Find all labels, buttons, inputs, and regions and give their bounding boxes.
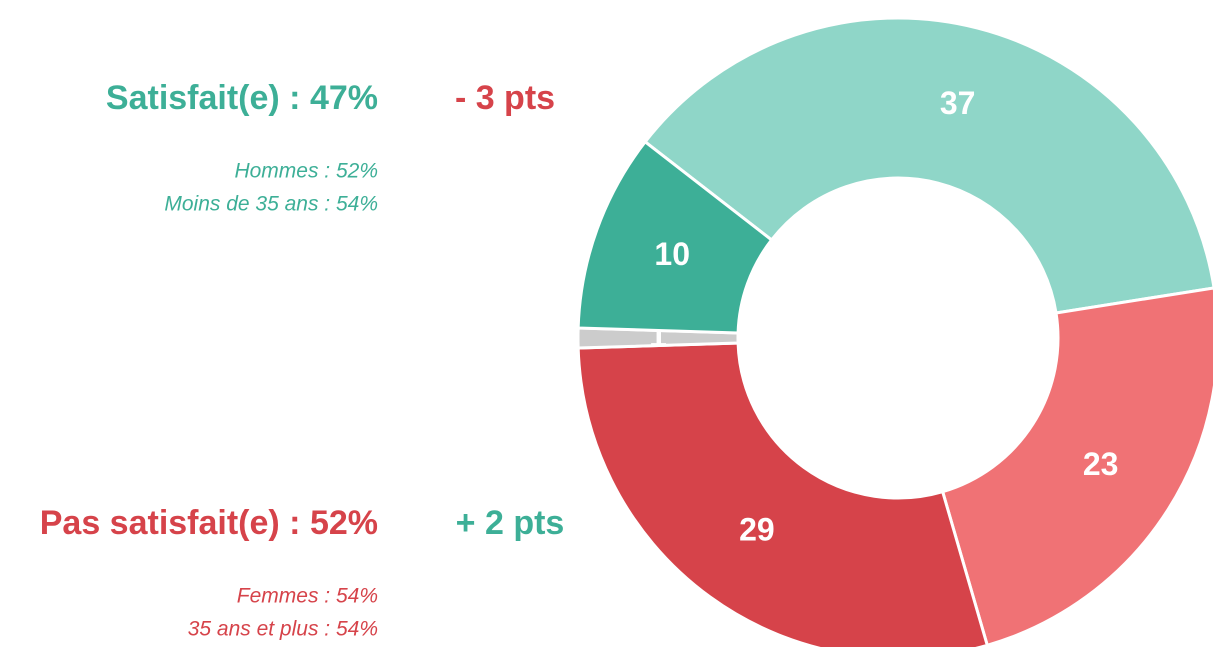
segment-label: 29 — [739, 512, 775, 548]
unsatisfied-change: + 2 pts — [456, 504, 565, 542]
segment-label: 10 — [654, 236, 690, 272]
satisfied-label: Satisfait(e) : 47% — [106, 79, 378, 117]
satisfied-detail: Hommes : 52% — [234, 160, 378, 183]
segment-label: 37 — [940, 85, 976, 121]
satisfied-change: - 3 pts — [455, 79, 555, 117]
segment-label: 23 — [1083, 446, 1119, 482]
unsatisfied-label: Pas satisfait(e) : 52% — [40, 504, 378, 542]
donut-segment — [576, 341, 990, 652]
donut-segment — [643, 16, 1213, 315]
unsatisfied-detail: 35 ans et plus : 54% — [188, 618, 378, 641]
unsatisfied-detail: Femmes : 54% — [237, 585, 378, 608]
donut-segment — [940, 286, 1213, 648]
donut-segment — [576, 139, 774, 335]
satisfied-detail: Moins de 35 ans : 54% — [164, 193, 378, 216]
